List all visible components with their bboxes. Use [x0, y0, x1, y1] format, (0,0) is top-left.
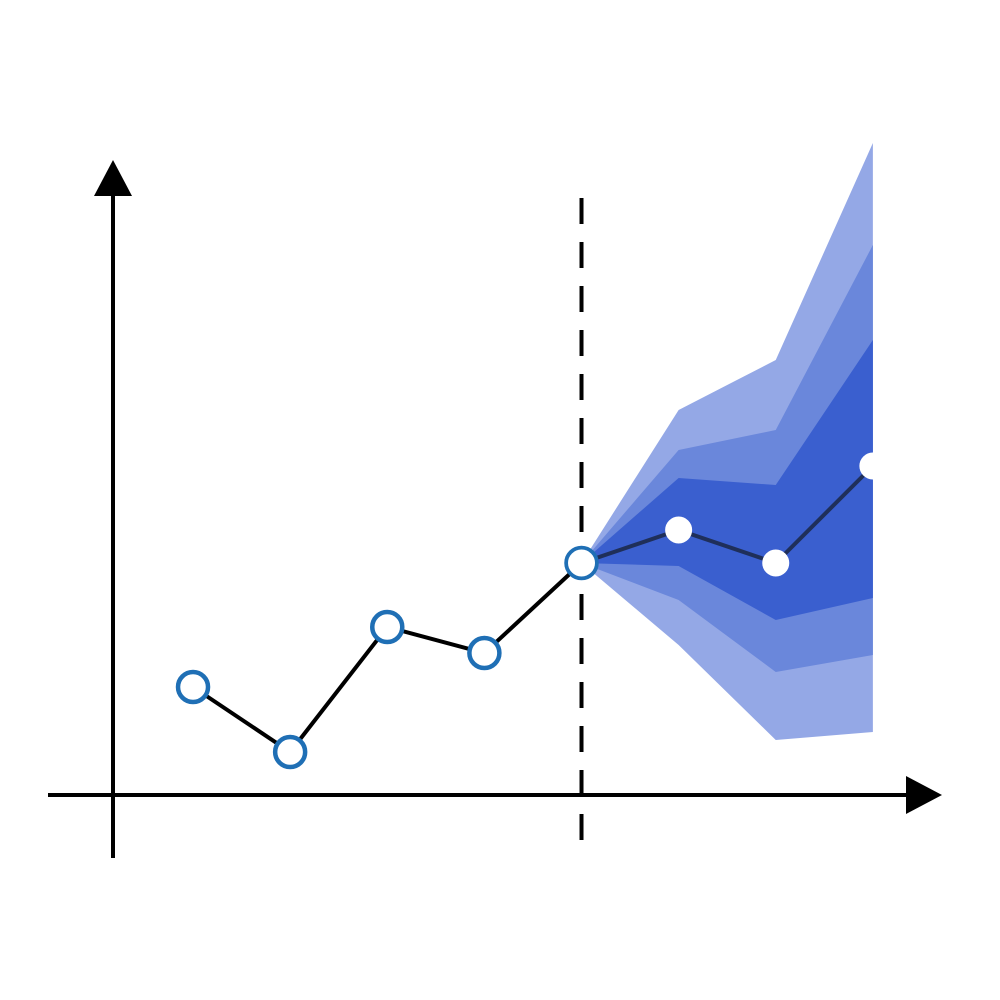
point: [665, 516, 693, 544]
series-line: [580, 464, 875, 566]
point: [568, 549, 596, 577]
point: [272, 734, 308, 770]
point: [370, 609, 405, 645]
fan-bands: [581, 143, 873, 740]
point: [859, 452, 887, 480]
point: [467, 635, 502, 671]
markers: [175, 452, 887, 770]
y-axis-arrow: [94, 160, 132, 196]
x-axis-arrow: [906, 776, 942, 814]
axes: [48, 160, 942, 858]
series-line: [191, 561, 583, 755]
forecast-band: [581, 340, 873, 620]
point: [175, 669, 211, 705]
point: [762, 549, 790, 577]
